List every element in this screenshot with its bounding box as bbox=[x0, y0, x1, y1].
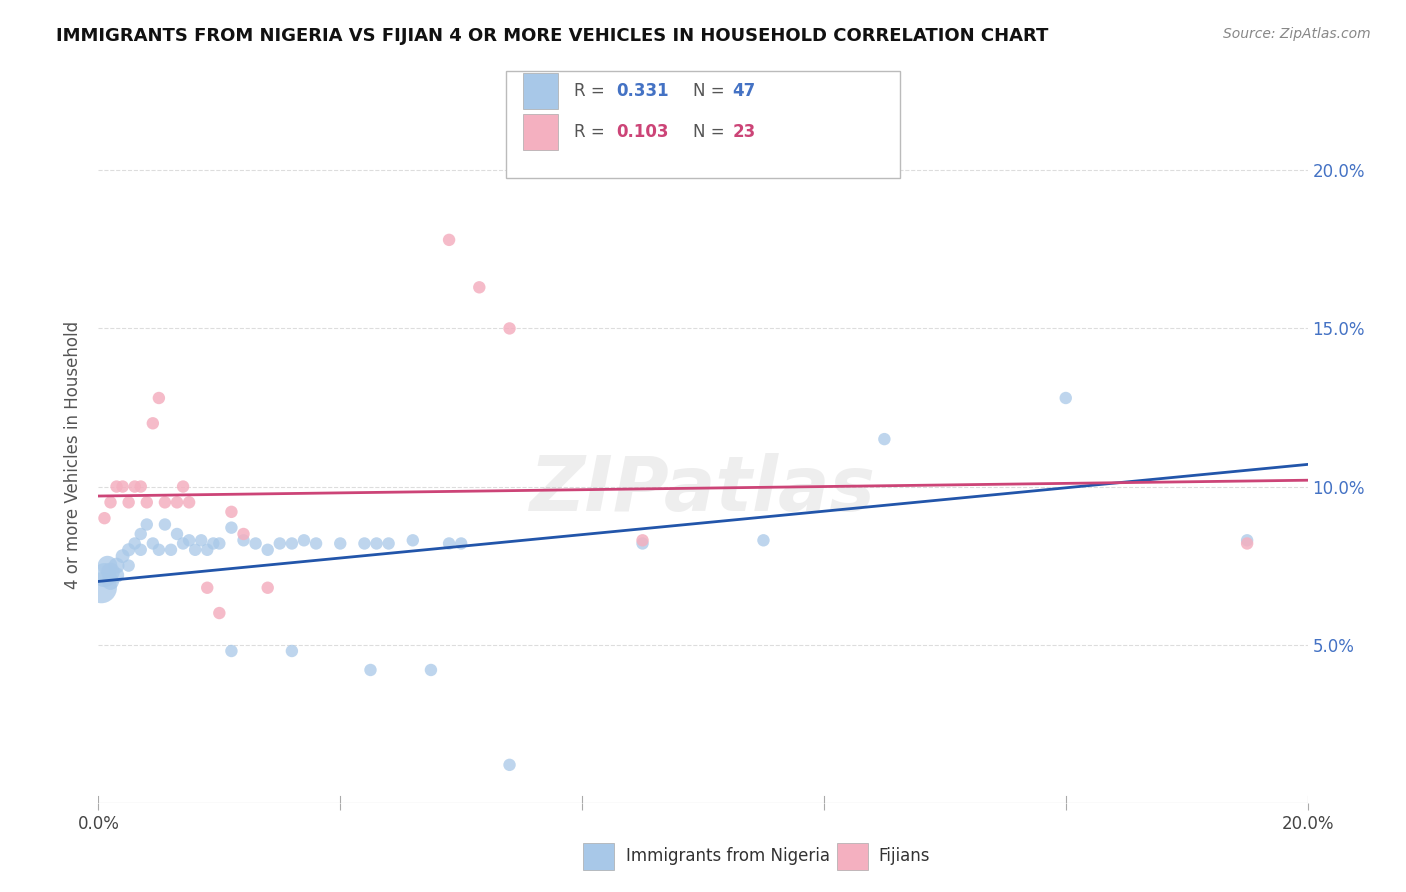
Point bbox=[148, 542, 170, 557]
Point bbox=[111, 479, 134, 493]
Point bbox=[1236, 536, 1258, 550]
Point bbox=[100, 495, 122, 509]
Point bbox=[232, 527, 254, 541]
Point bbox=[172, 536, 194, 550]
Point bbox=[166, 527, 188, 541]
Point bbox=[129, 479, 152, 493]
Point bbox=[166, 495, 188, 509]
Text: 47: 47 bbox=[733, 82, 756, 100]
Point bbox=[208, 606, 231, 620]
Point bbox=[292, 533, 315, 548]
Text: Source: ZipAtlas.com: Source: ZipAtlas.com bbox=[1223, 27, 1371, 41]
Point bbox=[437, 536, 460, 550]
Point bbox=[195, 581, 218, 595]
Point bbox=[468, 280, 491, 294]
Point bbox=[179, 495, 201, 509]
Text: 0.103: 0.103 bbox=[616, 123, 668, 141]
Point bbox=[281, 644, 304, 658]
Point bbox=[190, 533, 212, 548]
Point bbox=[172, 479, 194, 493]
Point bbox=[269, 536, 291, 550]
Point bbox=[153, 495, 176, 509]
Point bbox=[752, 533, 775, 548]
Text: R =: R = bbox=[574, 82, 610, 100]
Point bbox=[129, 542, 152, 557]
Point bbox=[129, 527, 152, 541]
Point bbox=[105, 568, 128, 582]
Point bbox=[221, 505, 243, 519]
Point bbox=[105, 479, 128, 493]
Point bbox=[93, 511, 115, 525]
Point bbox=[118, 542, 141, 557]
Point bbox=[90, 581, 112, 595]
Point bbox=[221, 644, 243, 658]
Point bbox=[450, 536, 472, 550]
Point bbox=[402, 533, 425, 548]
Point bbox=[498, 757, 520, 772]
Point bbox=[377, 536, 399, 550]
Point bbox=[135, 495, 157, 509]
Point bbox=[631, 533, 654, 548]
Point bbox=[96, 558, 118, 573]
Text: Fijians: Fijians bbox=[879, 847, 931, 865]
Point bbox=[124, 536, 146, 550]
Point bbox=[184, 542, 207, 557]
Point bbox=[305, 536, 328, 550]
Point bbox=[135, 517, 157, 532]
Point bbox=[281, 536, 304, 550]
Point bbox=[142, 417, 165, 431]
Point bbox=[221, 521, 243, 535]
Text: Immigrants from Nigeria: Immigrants from Nigeria bbox=[626, 847, 830, 865]
Point bbox=[111, 549, 134, 563]
Point bbox=[420, 663, 443, 677]
Point bbox=[437, 233, 460, 247]
Point bbox=[195, 542, 218, 557]
Text: IMMIGRANTS FROM NIGERIA VS FIJIAN 4 OR MORE VEHICLES IN HOUSEHOLD CORRELATION CH: IMMIGRANTS FROM NIGERIA VS FIJIAN 4 OR M… bbox=[56, 27, 1049, 45]
Text: N =: N = bbox=[693, 82, 730, 100]
Point bbox=[100, 574, 122, 589]
Text: N =: N = bbox=[693, 123, 730, 141]
Point bbox=[631, 536, 654, 550]
Point bbox=[118, 558, 141, 573]
Point bbox=[256, 581, 278, 595]
Point bbox=[148, 391, 170, 405]
Point bbox=[160, 542, 183, 557]
Point bbox=[256, 542, 278, 557]
Point bbox=[1236, 533, 1258, 548]
Text: ZIPatlas: ZIPatlas bbox=[530, 453, 876, 526]
Text: 0.331: 0.331 bbox=[616, 82, 668, 100]
Point bbox=[353, 536, 375, 550]
Point bbox=[366, 536, 388, 550]
Y-axis label: 4 or more Vehicles in Household: 4 or more Vehicles in Household bbox=[65, 321, 83, 589]
Point bbox=[118, 495, 141, 509]
Point bbox=[232, 533, 254, 548]
Point bbox=[245, 536, 267, 550]
Point bbox=[873, 432, 896, 446]
Point bbox=[179, 533, 201, 548]
Text: R =: R = bbox=[574, 123, 610, 141]
Point bbox=[153, 517, 176, 532]
Point bbox=[142, 536, 165, 550]
Point bbox=[124, 479, 146, 493]
Point bbox=[202, 536, 225, 550]
Point bbox=[360, 663, 382, 677]
Point bbox=[498, 321, 520, 335]
Point bbox=[329, 536, 352, 550]
Point bbox=[1054, 391, 1077, 405]
Point bbox=[93, 568, 115, 582]
Point bbox=[100, 565, 122, 579]
Point bbox=[105, 558, 128, 573]
Text: 23: 23 bbox=[733, 123, 756, 141]
Point bbox=[208, 536, 231, 550]
